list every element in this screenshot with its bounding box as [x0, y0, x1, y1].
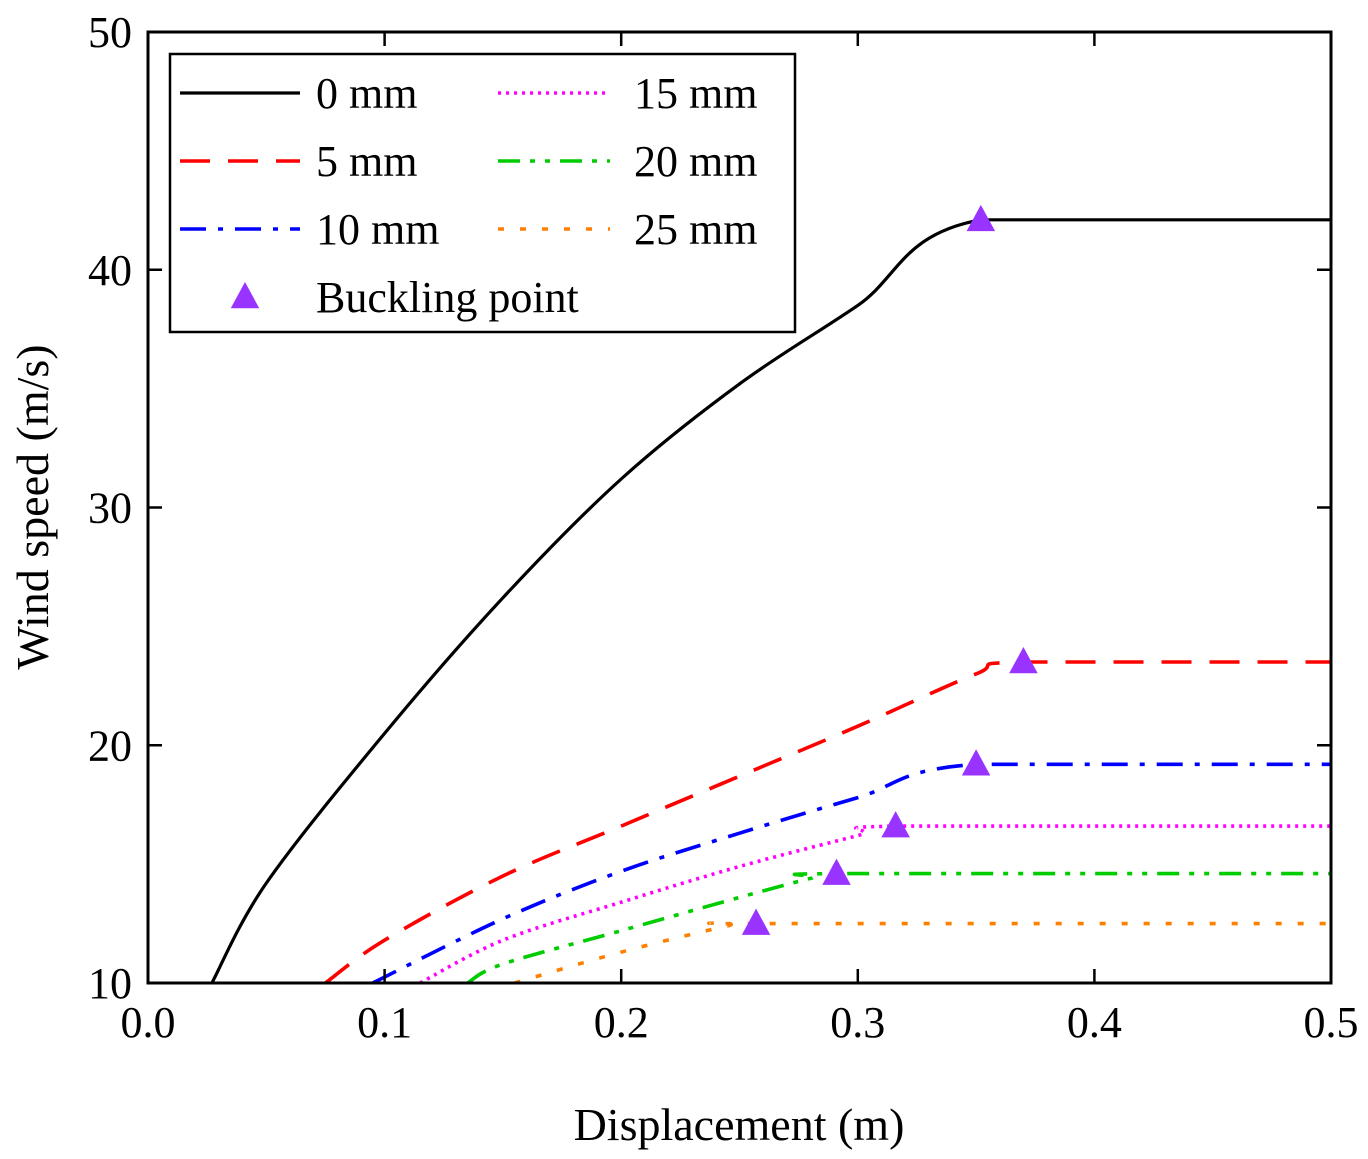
y-axis-title: Wind speed (m/s) — [7, 344, 58, 669]
x-tick-label: 0.4 — [1067, 998, 1122, 1047]
legend-label: 0 mm — [316, 69, 417, 118]
series-layer — [210, 218, 1331, 983]
series-line-25-mm — [514, 921, 1331, 983]
y-tick-label: 40 — [88, 246, 132, 295]
legend-label: 10 mm — [316, 205, 439, 254]
legend-label: 15 mm — [634, 69, 757, 118]
x-tick-label: 0.1 — [357, 998, 412, 1047]
axis-layer: 0.0 0.1 0.2 0.3 0.4 0.5 10 20 30 40 50 — [88, 8, 1359, 1047]
legend-box — [168, 52, 797, 334]
legend-label-buckling: Buckling point — [316, 273, 579, 322]
x-tick-label: 0.0 — [121, 998, 176, 1047]
buckling-marker-layer — [741, 204, 1038, 935]
series-line-10-mm — [372, 762, 1331, 983]
series-line-0-mm — [210, 218, 1331, 983]
x-axis-title: Displacement (m) — [574, 1099, 905, 1150]
series-line-20-mm — [466, 871, 1331, 983]
legend-label: 20 mm — [634, 137, 757, 186]
legend-label: 5 mm — [316, 137, 417, 186]
buckling-point-marker — [1009, 647, 1038, 674]
legend-label: 25 mm — [634, 205, 757, 254]
y-tick-label: 50 — [88, 8, 132, 57]
x-tick-label: 0.5 — [1304, 998, 1359, 1047]
legend-buckling-marker — [230, 282, 260, 309]
buckling-point-marker — [961, 749, 991, 776]
buckling-point-marker — [881, 811, 910, 838]
y-tick-label: 10 — [88, 959, 132, 1008]
x-tick-label: 0.3 — [830, 998, 885, 1047]
x-tick-label: 0.2 — [594, 998, 649, 1047]
y-tick-label: 30 — [88, 484, 132, 533]
buckling-point-marker — [822, 858, 851, 885]
series-line-5-mm — [324, 660, 1331, 983]
buckling-point-marker — [741, 908, 771, 935]
buckling-point-marker — [966, 204, 996, 232]
series-line-15-mm — [419, 824, 1331, 983]
legend: 0 mm 5 mm 10 mm 15 mm 20 mm 25 mm Buckling poi… — [168, 52, 797, 334]
y-tick-label: 20 — [88, 721, 132, 770]
